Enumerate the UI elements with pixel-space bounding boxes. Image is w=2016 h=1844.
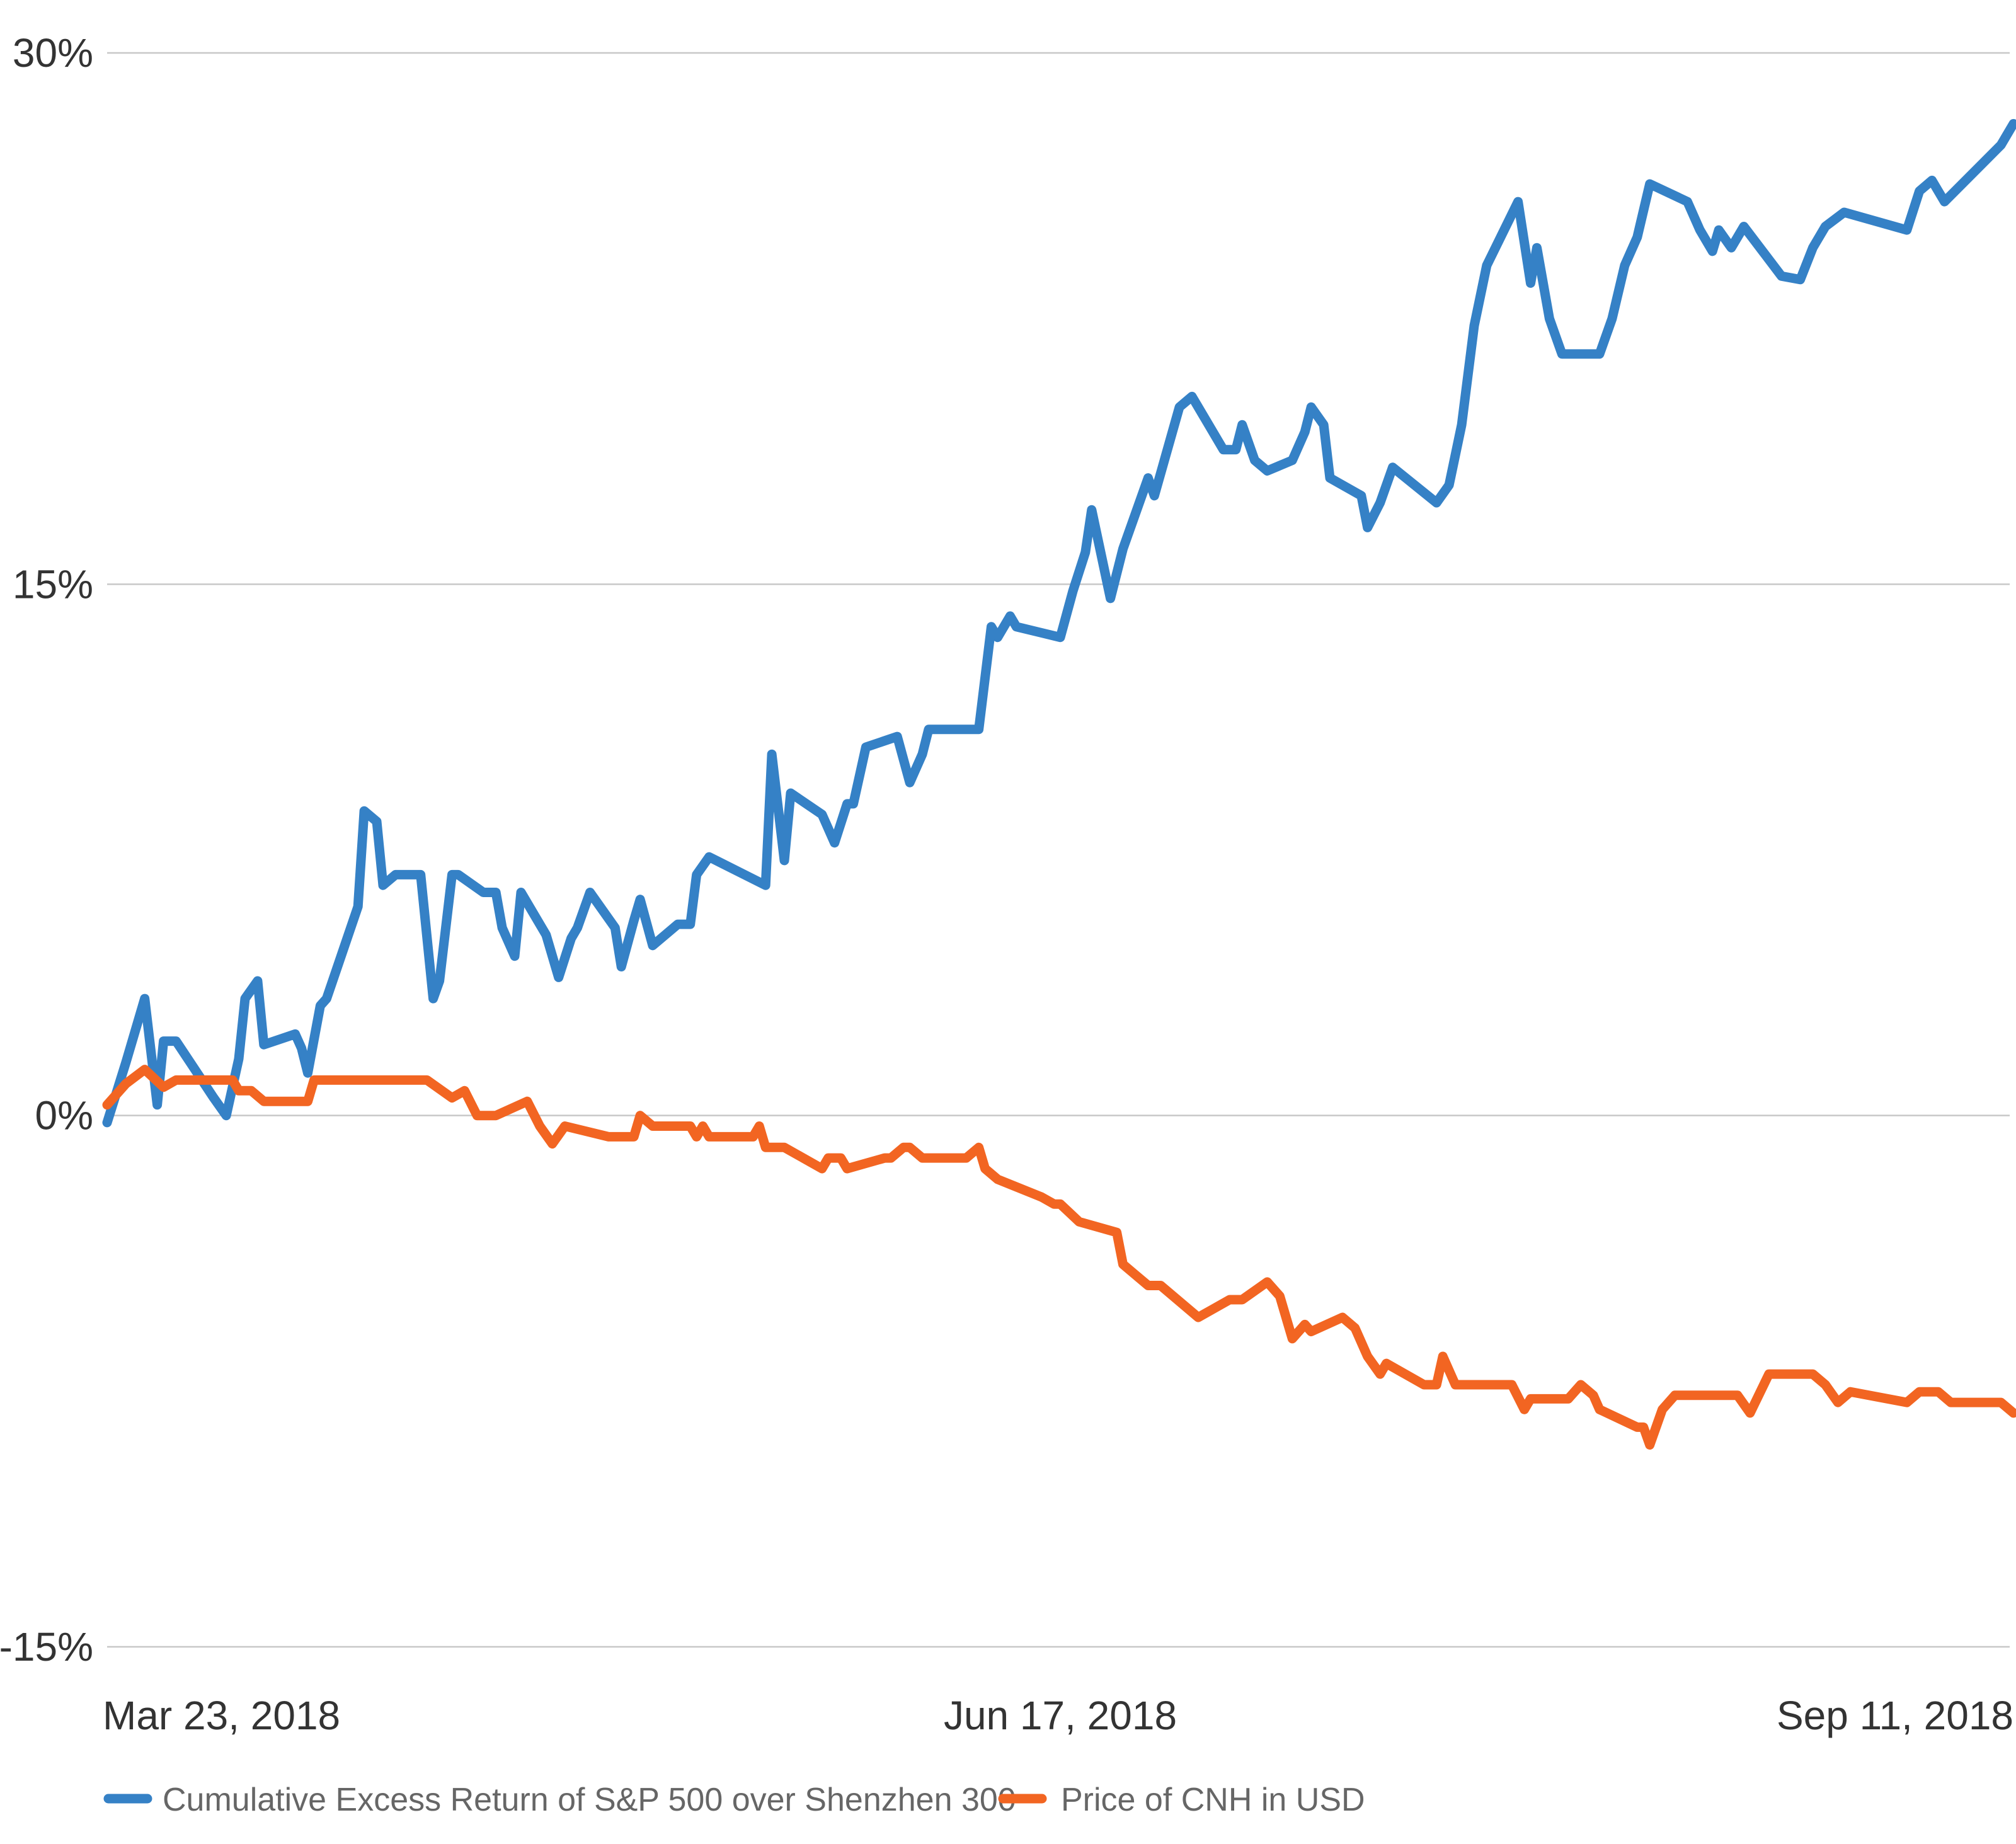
x-axis-ticks: Mar 23, 2018 Jun 17, 2018 Sep 11, 2018: [103, 1693, 2013, 1738]
legend: Cumulative Excess Return of S&P 500 over…: [103, 1782, 1365, 1818]
series-lines: [102, 118, 2016, 1450]
gridlines: [107, 52, 2010, 1648]
series-line-cnh-price: [102, 1065, 2016, 1450]
legend-label: Price of CNH in USD: [1061, 1782, 1365, 1818]
x-tick-label: Sep 11, 2018: [1777, 1693, 2013, 1738]
series-line-excess-return: [102, 118, 2016, 1128]
x-tick-label: Jun 17, 2018: [944, 1693, 1177, 1738]
y-tick-label: -15%: [0, 1624, 93, 1669]
y-tick-label: 15%: [13, 561, 93, 607]
y-tick-label: 30%: [13, 30, 93, 76]
legend-label: Cumulative Excess Return of S&P 500 over…: [163, 1782, 1016, 1818]
y-tick-label: 0%: [35, 1093, 94, 1138]
x-tick-label: Mar 23, 2018: [103, 1693, 340, 1738]
y-axis-ticks: 30% 15% 0% -15%: [0, 30, 93, 1669]
